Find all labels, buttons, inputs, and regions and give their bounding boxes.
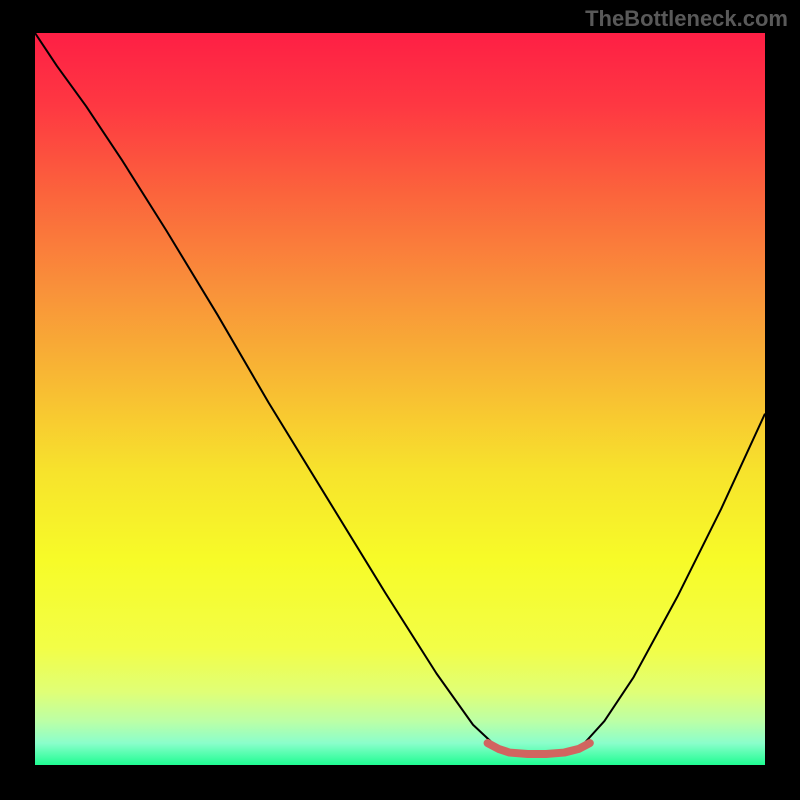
watermark-text: TheBottleneck.com <box>585 6 788 32</box>
gradient-background <box>35 33 765 765</box>
chart-container: TheBottleneck.com <box>0 0 800 800</box>
plot-area <box>35 33 765 765</box>
plot-svg <box>35 33 765 765</box>
